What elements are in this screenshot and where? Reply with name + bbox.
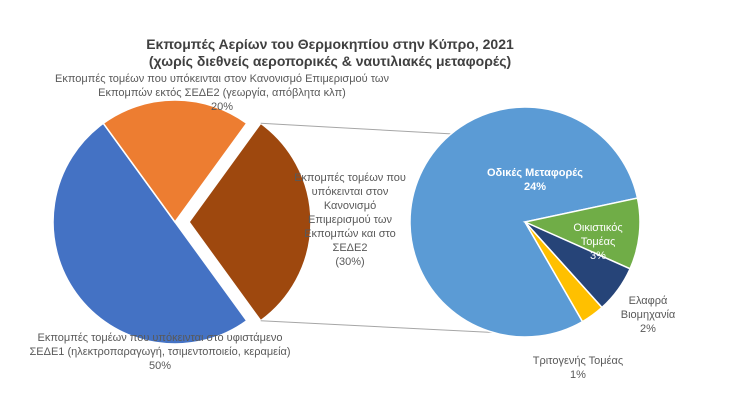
value-label: 2%	[640, 323, 656, 335]
connector-line	[260, 320, 494, 334]
data-label: Τριτογενής Τομέας 1%	[523, 354, 633, 382]
value-label: 24%	[523, 181, 547, 193]
category-label: Εκπομπές τομέων που υπόκεινται στο υφιστ…	[29, 332, 291, 358]
pie-slice	[524, 221, 604, 323]
data-label: Εκπομπές τομέων που υπόκεινται στον Κανο…	[32, 72, 412, 114]
category-label: Εκπομπές τομέων που υπόκεινται στον Κανο…	[294, 172, 406, 254]
pie-slice	[522, 197, 641, 270]
connector-line	[260, 122, 452, 135]
value-label: (30%)	[335, 256, 365, 268]
category-label: Τριτογενής Τομέας	[532, 355, 624, 367]
value-label: 50%	[148, 360, 172, 372]
value-label: 1%	[570, 369, 586, 381]
data-label: Οδικές Μεταφορές 24%	[470, 166, 600, 194]
value-label: 3%	[590, 250, 606, 262]
pie-slice	[102, 99, 248, 224]
pie-slice	[52, 122, 248, 345]
data-label: Οικιστικός Τομέας 3%	[563, 221, 633, 263]
data-label: Εκπομπές τομέων που υπόκεινται στον Κανο…	[293, 171, 408, 269]
category-label: Οδικές Μεταφορές	[487, 167, 583, 179]
chart-subtitle: (χωρίς διεθνείς αεροπορικές & ναυτιλιακέ…	[148, 53, 512, 69]
category-label: Ελαφρά Βιομηχανία	[620, 295, 676, 321]
data-label: Εκπομπές τομέων που υπόκεινται στο υφιστ…	[25, 331, 295, 373]
value-label: 20%	[210, 101, 234, 113]
category-label: Εκπομπές τομέων που υπόκεινται στον Κανο…	[55, 73, 389, 99]
chart-title: Εκπομπές Αερίων του Θερμοκηπίου στην Κύπ…	[146, 36, 514, 52]
pie-slice	[188, 122, 312, 322]
category-label: Οικιστικός Τομέας	[573, 222, 623, 248]
data-label: Ελαφρά Βιομηχανία 2%	[603, 294, 693, 336]
